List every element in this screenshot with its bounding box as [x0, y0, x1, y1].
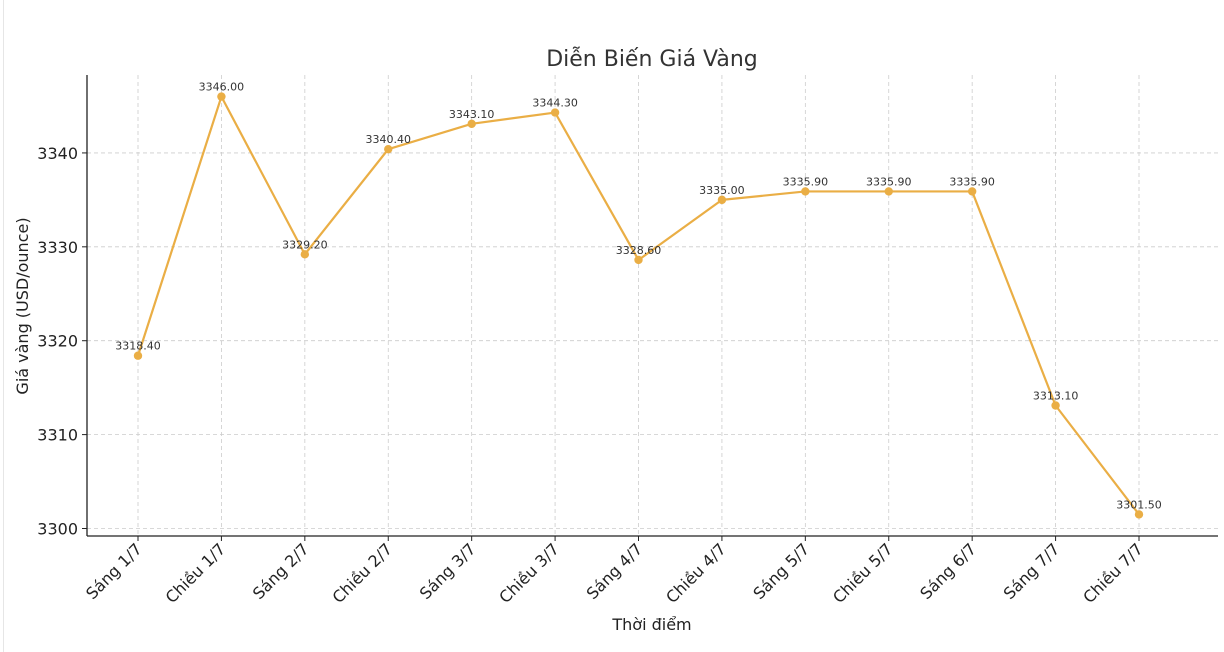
data-labels: 3318.40 3346.00 3329.20 3340.40 3343.10 3344.…	[115, 81, 1162, 512]
data-label: 3335.00	[699, 184, 745, 197]
data-point	[550, 108, 560, 117]
y-tick-label: 3310	[37, 426, 78, 445]
y-tick-label: 3300	[37, 519, 78, 538]
x-tick-label: Sáng 6/7	[916, 539, 980, 603]
x-tick-label: Chiều 7/7	[1079, 539, 1147, 607]
data-label: 3328.60	[616, 244, 662, 257]
data-point	[217, 92, 226, 101]
y-tick-label: 3330	[37, 238, 78, 257]
x-tick-label: Chiều 3/7	[495, 539, 563, 607]
grid	[87, 75, 1218, 536]
x-tick-label: Chiều 1/7	[162, 539, 230, 607]
data-label: 3344.30	[532, 97, 578, 110]
data-point	[1051, 401, 1060, 410]
data-label: 3313.10	[1033, 389, 1079, 402]
data-point	[300, 250, 310, 259]
data-label: 3335.90	[866, 175, 912, 188]
y-axis-title: Giá vàng (USD/ounce)	[13, 217, 32, 394]
y-tick-label: 3320	[37, 332, 78, 351]
x-tick-label: Sáng 2/7	[249, 539, 313, 603]
data-label: 3318.40	[115, 340, 161, 353]
chart-title: Diễn Biến Giá Vàng	[546, 46, 758, 72]
x-tick-label: Sáng 1/7	[82, 539, 146, 603]
x-tick-label: Sáng 5/7	[749, 539, 813, 603]
data-point	[634, 255, 643, 265]
x-tick-label: Sáng 7/7	[1000, 539, 1064, 603]
data-point	[384, 144, 393, 154]
data-point	[967, 187, 977, 196]
data-point	[1134, 510, 1144, 519]
data-point	[467, 119, 476, 129]
y-tick-label: 3340	[37, 144, 78, 163]
x-axis-title: Thời điểm	[611, 615, 691, 634]
data-point	[133, 351, 143, 360]
series	[133, 92, 1144, 519]
data-point	[801, 187, 810, 196]
data-label: 3301.50	[1116, 498, 1162, 511]
data-label: 3346.00	[199, 81, 245, 94]
x-tick-label: Chiều 2/7	[328, 539, 396, 607]
axes	[86, 75, 1218, 537]
x-tick-label: Chiều 4/7	[662, 539, 730, 607]
x-tick-label: Sáng 4/7	[583, 539, 647, 603]
data-label: 3335.90	[949, 175, 995, 188]
data-label: 3329.20	[282, 238, 328, 251]
data-label: 3343.10	[449, 108, 495, 121]
data-label: 3335.90	[783, 175, 829, 188]
x-tick-label: Sáng 3/7	[416, 539, 480, 603]
data-label: 3340.40	[366, 133, 412, 146]
data-point	[884, 187, 893, 196]
data-point	[717, 195, 727, 205]
x-tick-label: Chiều 5/7	[829, 539, 897, 607]
